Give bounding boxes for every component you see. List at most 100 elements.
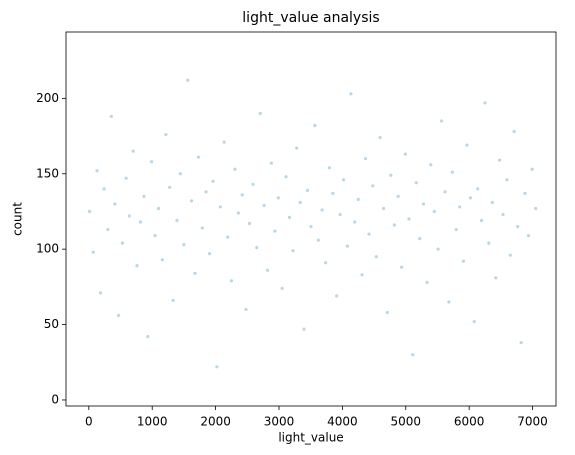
- point: [156, 206, 161, 211]
- point: [236, 211, 241, 215]
- point: [160, 258, 164, 262]
- point: [414, 181, 418, 185]
- x-axis-label: light_value: [278, 431, 343, 445]
- point: [385, 310, 389, 315]
- point: [164, 132, 168, 137]
- point: [178, 172, 183, 176]
- point: [215, 365, 219, 369]
- point: [244, 307, 248, 312]
- point: [316, 238, 320, 242]
- point: [411, 353, 415, 357]
- point: [106, 227, 110, 232]
- point: [407, 217, 411, 221]
- point: [429, 163, 433, 167]
- point: [367, 232, 371, 236]
- x-tick-label: 6000: [454, 415, 485, 429]
- point: [251, 182, 255, 186]
- point: [98, 291, 103, 295]
- point: [87, 209, 92, 214]
- point: [287, 215, 292, 220]
- y-tick-label: 200: [36, 91, 59, 105]
- point: [494, 276, 498, 280]
- y-tick-label: 50: [44, 317, 59, 331]
- point: [171, 298, 175, 303]
- point: [211, 179, 215, 183]
- point: [490, 200, 494, 205]
- point: [302, 327, 306, 331]
- point: [378, 135, 382, 140]
- point: [182, 243, 186, 247]
- x-tick-label: 7000: [517, 415, 548, 429]
- point: [363, 157, 368, 161]
- point: [371, 184, 375, 188]
- point: [505, 178, 509, 182]
- point: [131, 149, 135, 153]
- point: [530, 167, 534, 171]
- point: [338, 212, 342, 217]
- point: [200, 226, 204, 230]
- point: [400, 265, 404, 269]
- point: [439, 119, 444, 123]
- point: [313, 123, 317, 128]
- point: [269, 161, 273, 165]
- point: [421, 202, 426, 206]
- point: [120, 241, 125, 245]
- point: [95, 169, 99, 173]
- point: [222, 140, 226, 144]
- point: [476, 187, 480, 191]
- point: [265, 268, 270, 272]
- point: [295, 146, 299, 150]
- point: [305, 188, 310, 192]
- point: [291, 249, 295, 253]
- point: [258, 111, 262, 116]
- point: [127, 214, 131, 218]
- point: [273, 229, 277, 233]
- point: [443, 190, 447, 194]
- point: [356, 197, 360, 201]
- point: [403, 152, 408, 156]
- point: [447, 300, 451, 304]
- point: [342, 178, 346, 182]
- point: [189, 199, 194, 203]
- point: [512, 129, 516, 134]
- point: [168, 185, 172, 189]
- point: [381, 206, 386, 211]
- point: [436, 247, 440, 251]
- point: [418, 237, 422, 241]
- x-tick-label: 2000: [200, 415, 231, 429]
- x-tick-label: 3000: [264, 415, 295, 429]
- point: [526, 233, 531, 238]
- point: [523, 191, 527, 195]
- point: [331, 191, 335, 195]
- point: [389, 173, 393, 177]
- y-tick-label: 0: [51, 392, 59, 406]
- y-tick-label: 100: [36, 242, 59, 256]
- point: [461, 259, 466, 263]
- point: [465, 143, 469, 147]
- point: [396, 194, 400, 198]
- plot-frame: [65, 31, 557, 407]
- point: [432, 209, 436, 214]
- x-tick-label: 4000: [327, 415, 358, 429]
- point: [534, 206, 538, 211]
- point: [109, 114, 113, 119]
- point: [472, 319, 476, 324]
- point: [320, 208, 324, 212]
- x-tick-label: 5000: [390, 415, 421, 429]
- point: [135, 264, 139, 268]
- point: [374, 255, 378, 259]
- point: [196, 155, 201, 159]
- point: [353, 220, 357, 224]
- point: [142, 194, 146, 198]
- point: [516, 224, 520, 229]
- point: [153, 233, 157, 238]
- point: [487, 241, 491, 245]
- point: [392, 223, 396, 227]
- point: [117, 313, 121, 318]
- point: [226, 235, 230, 239]
- point: [425, 280, 429, 284]
- y-tick-label: 150: [36, 166, 59, 180]
- x-tick-label: 0: [85, 415, 93, 429]
- point: [349, 92, 353, 96]
